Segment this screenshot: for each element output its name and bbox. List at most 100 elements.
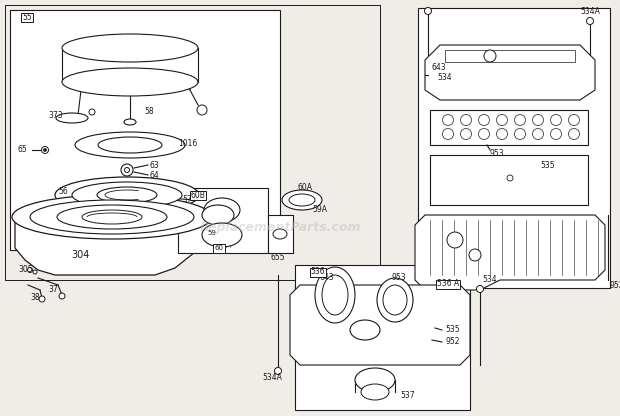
Circle shape [121, 164, 133, 176]
Text: 60B: 60B [190, 191, 205, 200]
Ellipse shape [289, 194, 315, 206]
Circle shape [27, 267, 32, 272]
Circle shape [497, 114, 508, 126]
Circle shape [59, 293, 65, 299]
Text: 534: 534 [437, 74, 451, 82]
Circle shape [551, 129, 562, 139]
Text: 534: 534 [482, 275, 497, 285]
Ellipse shape [124, 119, 136, 125]
Ellipse shape [350, 320, 380, 340]
Circle shape [569, 114, 580, 126]
Ellipse shape [30, 200, 194, 234]
Text: 59: 59 [207, 230, 216, 236]
Circle shape [569, 129, 580, 139]
Ellipse shape [282, 190, 322, 210]
Bar [268, 215, 293, 253]
Bar [178, 188, 268, 253]
Ellipse shape [72, 182, 182, 208]
Circle shape [479, 129, 490, 139]
Circle shape [425, 7, 432, 15]
Circle shape [533, 114, 544, 126]
Bar [213, 243, 225, 253]
Ellipse shape [322, 275, 348, 315]
Text: 643: 643 [432, 64, 446, 72]
Polygon shape [415, 215, 605, 290]
Text: 38: 38 [30, 294, 40, 302]
Polygon shape [15, 215, 205, 275]
Text: 535: 535 [445, 325, 459, 334]
Text: ReplacementParts.com: ReplacementParts.com [199, 221, 361, 235]
Ellipse shape [383, 285, 407, 315]
Ellipse shape [202, 205, 234, 225]
Circle shape [461, 129, 471, 139]
Circle shape [551, 114, 562, 126]
Text: 535: 535 [540, 161, 555, 169]
Circle shape [443, 114, 453, 126]
Text: 537: 537 [400, 391, 415, 399]
Bar [5, 5, 380, 280]
Text: 536 A: 536 A [437, 280, 459, 289]
Circle shape [275, 367, 281, 374]
Text: 60A: 60A [298, 183, 313, 193]
Ellipse shape [97, 187, 157, 203]
Circle shape [587, 17, 593, 25]
Circle shape [43, 149, 46, 151]
Circle shape [533, 129, 544, 139]
Bar [295, 265, 470, 410]
Ellipse shape [56, 113, 88, 123]
Ellipse shape [55, 177, 199, 213]
Ellipse shape [355, 368, 395, 392]
Text: 643: 643 [320, 273, 335, 282]
Circle shape [89, 109, 95, 115]
Circle shape [515, 114, 526, 126]
Ellipse shape [75, 132, 185, 158]
Bar [430, 110, 588, 145]
Bar [310, 267, 326, 277]
Bar [10, 10, 280, 250]
Text: 60: 60 [215, 245, 223, 251]
Text: 952: 952 [610, 280, 620, 290]
Circle shape [497, 129, 508, 139]
Circle shape [33, 270, 37, 274]
Circle shape [479, 114, 490, 126]
Bar [21, 12, 33, 22]
Ellipse shape [361, 384, 389, 400]
Text: 64: 64 [150, 171, 160, 179]
Ellipse shape [57, 205, 167, 229]
Ellipse shape [12, 195, 212, 239]
Circle shape [507, 175, 513, 181]
Text: 953: 953 [392, 273, 407, 282]
Circle shape [469, 249, 481, 261]
Circle shape [447, 232, 463, 248]
Bar [190, 191, 206, 200]
Ellipse shape [377, 278, 413, 322]
Text: 536: 536 [311, 267, 326, 277]
Text: 304: 304 [71, 250, 89, 260]
Text: 63: 63 [150, 161, 160, 169]
Ellipse shape [202, 223, 242, 247]
Text: 953: 953 [490, 149, 505, 158]
Text: 57: 57 [182, 196, 192, 205]
Text: 305: 305 [18, 265, 33, 275]
Ellipse shape [62, 34, 198, 62]
Bar [445, 50, 575, 62]
Text: 534A: 534A [262, 374, 282, 382]
Bar [436, 280, 460, 289]
Text: 37: 37 [48, 285, 58, 295]
Circle shape [477, 285, 484, 292]
Text: 655: 655 [271, 253, 285, 262]
Text: 373: 373 [48, 111, 63, 121]
Text: 58: 58 [144, 107, 154, 116]
Text: 65: 65 [18, 146, 28, 154]
Ellipse shape [98, 137, 162, 153]
Circle shape [197, 105, 207, 115]
Circle shape [39, 296, 45, 302]
Ellipse shape [315, 267, 355, 323]
Circle shape [515, 129, 526, 139]
Circle shape [125, 168, 130, 173]
Text: 534A: 534A [580, 7, 600, 17]
Text: 56: 56 [58, 188, 68, 196]
Ellipse shape [204, 198, 240, 222]
Circle shape [443, 129, 453, 139]
Polygon shape [425, 45, 595, 100]
